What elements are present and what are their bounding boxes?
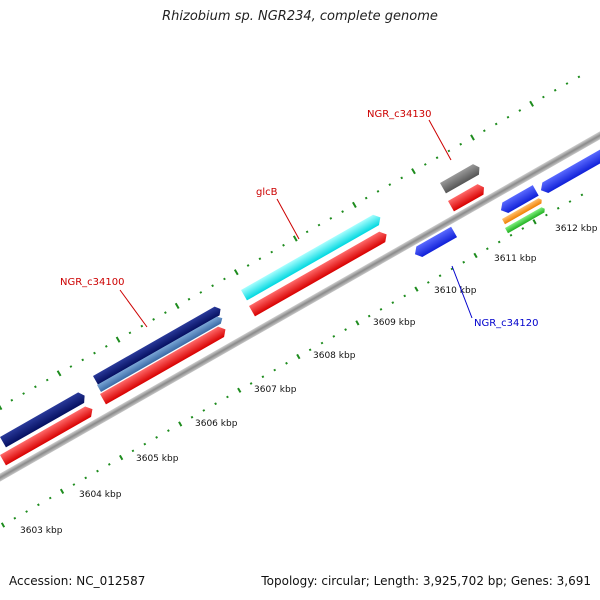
gene-orange[interactable] [502, 197, 543, 225]
tick-label: 3608 kbp [313, 351, 356, 361]
gene-label-NGR_c34100[interactable]: NGR_c34100 [60, 277, 125, 288]
gene-NGR_c34120[interactable] [412, 226, 458, 260]
tick-label: 3610 kbp [434, 286, 477, 296]
leader-NGR_c34120 [451, 265, 473, 319]
gene-1[interactable] [0, 404, 95, 466]
leader-NGR_c34100 [119, 289, 148, 328]
tick-label: 3604 kbp [79, 490, 122, 500]
reverse-genes [412, 145, 600, 260]
gene-label-NGR_c34120[interactable]: NGR_c34120 [474, 318, 539, 329]
tick-label: 3605 kbp [136, 454, 179, 464]
tick-labels: 3603 kbp 3604 kbp 3605 kbp 3606 kbp 3607… [20, 224, 598, 536]
map-title: Rhizobium sp. NGR234, complete genome [162, 9, 438, 24]
genome-backbone [0, 127, 600, 491]
tick-label: 3611 kbp [494, 254, 537, 264]
gene-5[interactable] [97, 315, 224, 392]
gene-cyan[interactable] [241, 212, 383, 301]
tick-label: 3609 kbp [373, 318, 416, 328]
label-leaders [119, 119, 473, 328]
gene-2[interactable] [0, 390, 88, 448]
gene-gray[interactable] [440, 162, 482, 194]
gene-NGR_c34130[interactable] [448, 182, 487, 212]
gene-4[interactable] [93, 305, 223, 385]
leader-glcB [276, 198, 300, 240]
inner-tick-ring [0, 193, 584, 528]
leader-NGR_c34130 [428, 119, 452, 161]
tick-label: 3612 kbp [555, 224, 598, 234]
tick-label: 3607 kbp [254, 385, 297, 395]
gene-glcB[interactable] [249, 229, 390, 317]
gene-label-NGR_c34130[interactable]: NGR_c34130 [367, 109, 432, 120]
gene-green[interactable] [505, 206, 546, 234]
outer-tick-ring [0, 75, 581, 411]
gene-blue-2[interactable] [498, 185, 539, 215]
accession-text: Accession: NC_012587 [9, 574, 146, 588]
tick-label: 3603 kbp [20, 526, 63, 536]
genome-stats-text: Topology: circular; Length: 3,925,702 bp… [261, 574, 591, 588]
gene-label-glcB[interactable]: glcB [256, 187, 278, 198]
gene-labels: NGR_c34100 glcB NGR_c34130 NGR_c34120 [60, 109, 539, 329]
gene-blue-3[interactable] [538, 145, 600, 195]
forward-genes [0, 162, 487, 466]
gene-3[interactable] [100, 324, 228, 405]
tick-label: 3606 kbp [195, 419, 238, 429]
